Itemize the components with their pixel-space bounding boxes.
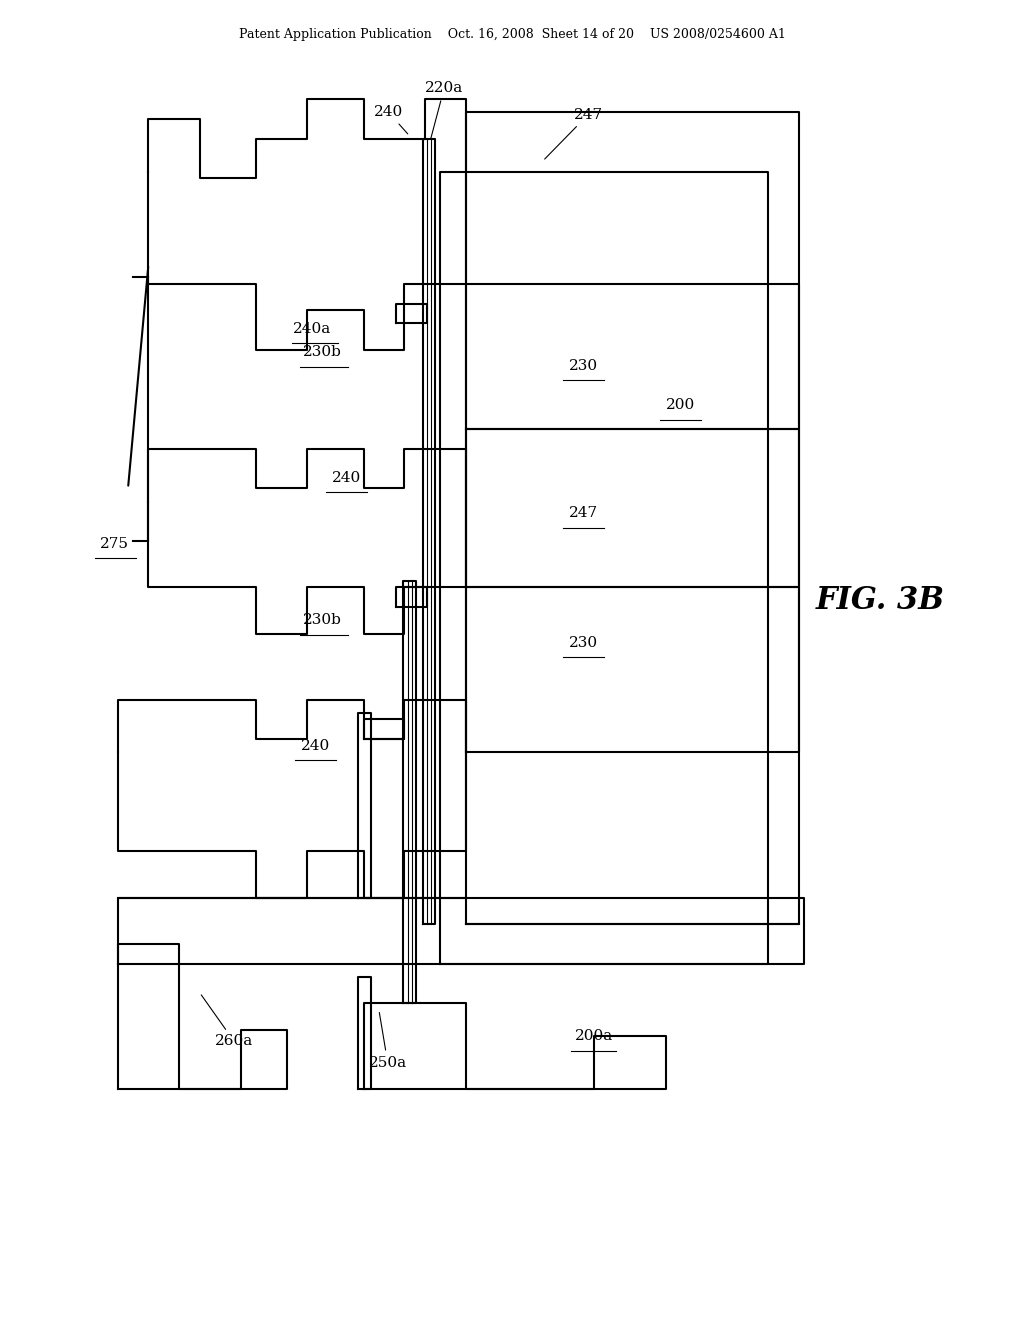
Text: 230b: 230b <box>303 614 342 627</box>
Text: 240: 240 <box>374 106 408 133</box>
Text: Patent Application Publication    Oct. 16, 2008  Sheet 14 of 20    US 2008/02546: Patent Application Publication Oct. 16, … <box>239 28 785 41</box>
Text: 230: 230 <box>569 636 598 649</box>
Text: 230: 230 <box>569 359 598 372</box>
Text: 240: 240 <box>332 471 360 484</box>
Text: FIG. 3B: FIG. 3B <box>816 585 945 616</box>
Text: 240a: 240a <box>293 322 332 335</box>
Text: 220a: 220a <box>425 82 463 139</box>
Text: 200: 200 <box>667 399 695 412</box>
Text: 260a: 260a <box>202 995 253 1048</box>
Text: 250a: 250a <box>369 1012 407 1069</box>
Text: 275: 275 <box>100 537 129 550</box>
Text: 240: 240 <box>301 739 330 752</box>
Text: 230b: 230b <box>303 346 342 359</box>
Text: 247: 247 <box>569 507 598 520</box>
Text: 247: 247 <box>545 108 602 158</box>
Text: 200a: 200a <box>574 1030 613 1043</box>
